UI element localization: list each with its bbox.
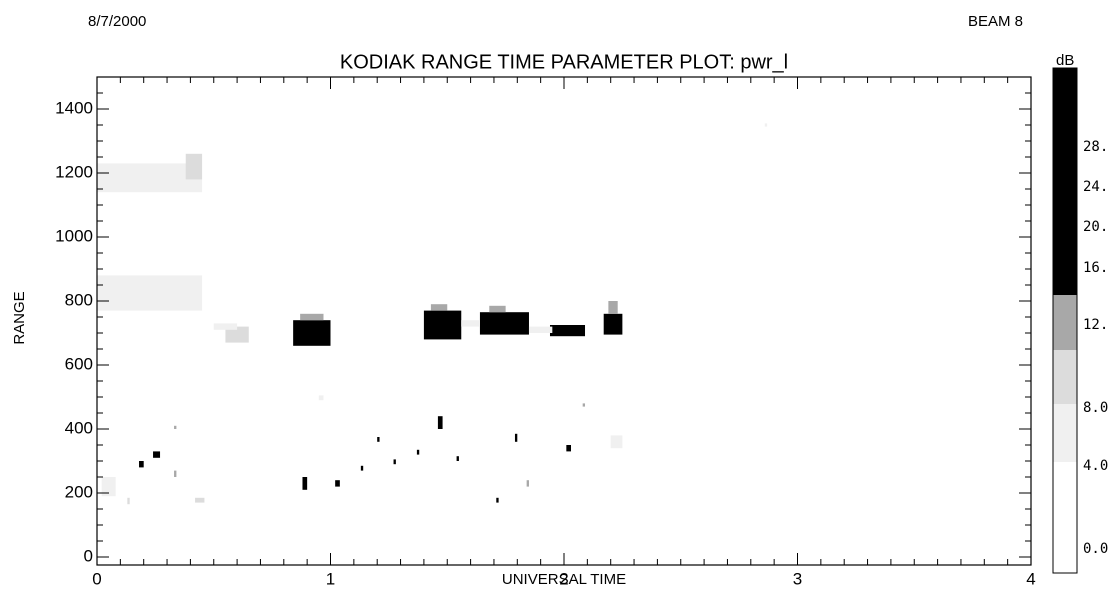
x-axis-label: UNIVERSAL TIME xyxy=(502,571,626,588)
colorbar-band xyxy=(1053,404,1077,462)
cell xyxy=(101,477,116,497)
cell xyxy=(302,477,308,490)
beam: BEAM 8 xyxy=(968,13,1023,30)
cell xyxy=(153,451,161,458)
cell xyxy=(293,320,331,346)
colorbar-band xyxy=(1053,350,1077,404)
cell xyxy=(97,275,203,311)
date: 8/7/2000 xyxy=(88,13,146,30)
cell xyxy=(603,313,623,335)
colorbar-tick-label: 4.0 xyxy=(1083,458,1108,474)
colorbar-tick-label: 28. xyxy=(1083,139,1108,155)
cell xyxy=(514,433,518,442)
y-tick-label: 0 xyxy=(84,546,93,565)
colorbar-band xyxy=(1053,462,1077,573)
colorbar-band xyxy=(1053,295,1077,350)
colorbar-band xyxy=(1053,255,1077,295)
cell xyxy=(423,310,462,340)
cell xyxy=(764,123,768,127)
cell xyxy=(430,304,448,311)
cell xyxy=(213,323,238,330)
colorbar-tick-label: 8.0 xyxy=(1083,400,1108,416)
cell xyxy=(360,465,364,471)
colorbar-tick-label: 0.0 xyxy=(1083,541,1108,557)
cell xyxy=(582,403,586,407)
colorbar-band xyxy=(1053,68,1077,175)
cell xyxy=(437,416,443,429)
cell xyxy=(195,497,205,503)
y-tick-label: 200 xyxy=(65,482,93,501)
x-tick-label: 0 xyxy=(92,569,101,588)
cell xyxy=(526,480,529,487)
x-tick-label: 1 xyxy=(326,569,335,588)
cell xyxy=(318,395,324,401)
plot-frame xyxy=(96,76,1032,566)
cell xyxy=(174,470,177,477)
colorbar-tick-label: 12. xyxy=(1083,317,1108,333)
x-tick-label: 4 xyxy=(1026,569,1035,588)
colorbar-band xyxy=(1053,215,1077,255)
y-tick-label: 1200 xyxy=(55,162,93,181)
cell xyxy=(456,456,459,461)
cell xyxy=(185,153,203,180)
colorbar-band xyxy=(1053,175,1077,215)
cell xyxy=(566,445,572,452)
cell xyxy=(139,461,144,468)
cell xyxy=(496,497,499,503)
chart-title: KODIAK RANGE TIME PARAMETER PLOT: pwr_l xyxy=(340,51,788,73)
y-tick-label: 600 xyxy=(65,354,93,373)
y-tick-label: 400 xyxy=(65,418,93,437)
cell xyxy=(479,312,529,335)
cell xyxy=(489,305,506,313)
cell xyxy=(97,163,203,193)
x-tick-label: 2 xyxy=(559,569,568,588)
y-tick-label: 1400 xyxy=(55,98,93,117)
colorbar-label: dB xyxy=(1056,52,1074,69)
cell xyxy=(174,425,177,429)
y-axis-label: RANGE xyxy=(11,291,28,344)
cell xyxy=(393,459,396,465)
colorbar-frame xyxy=(1052,67,1078,574)
cell xyxy=(608,301,618,314)
cell xyxy=(416,449,420,455)
colorbar-tick-label: 24. xyxy=(1083,179,1108,195)
cell xyxy=(528,326,553,333)
x-tick-label: 3 xyxy=(793,569,802,588)
y-tick-label: 1000 xyxy=(55,226,93,245)
colorbar-tick-label: 20. xyxy=(1083,219,1108,235)
cell xyxy=(127,497,130,505)
cell xyxy=(610,435,623,449)
cell xyxy=(549,325,586,337)
cells xyxy=(97,123,768,505)
cell xyxy=(461,320,480,327)
cell xyxy=(335,480,340,487)
cell xyxy=(377,437,380,442)
cell xyxy=(300,313,324,321)
colorbar-tick-label: 16. xyxy=(1083,260,1108,276)
cell xyxy=(225,326,249,343)
y-tick-label: 800 xyxy=(65,290,93,309)
